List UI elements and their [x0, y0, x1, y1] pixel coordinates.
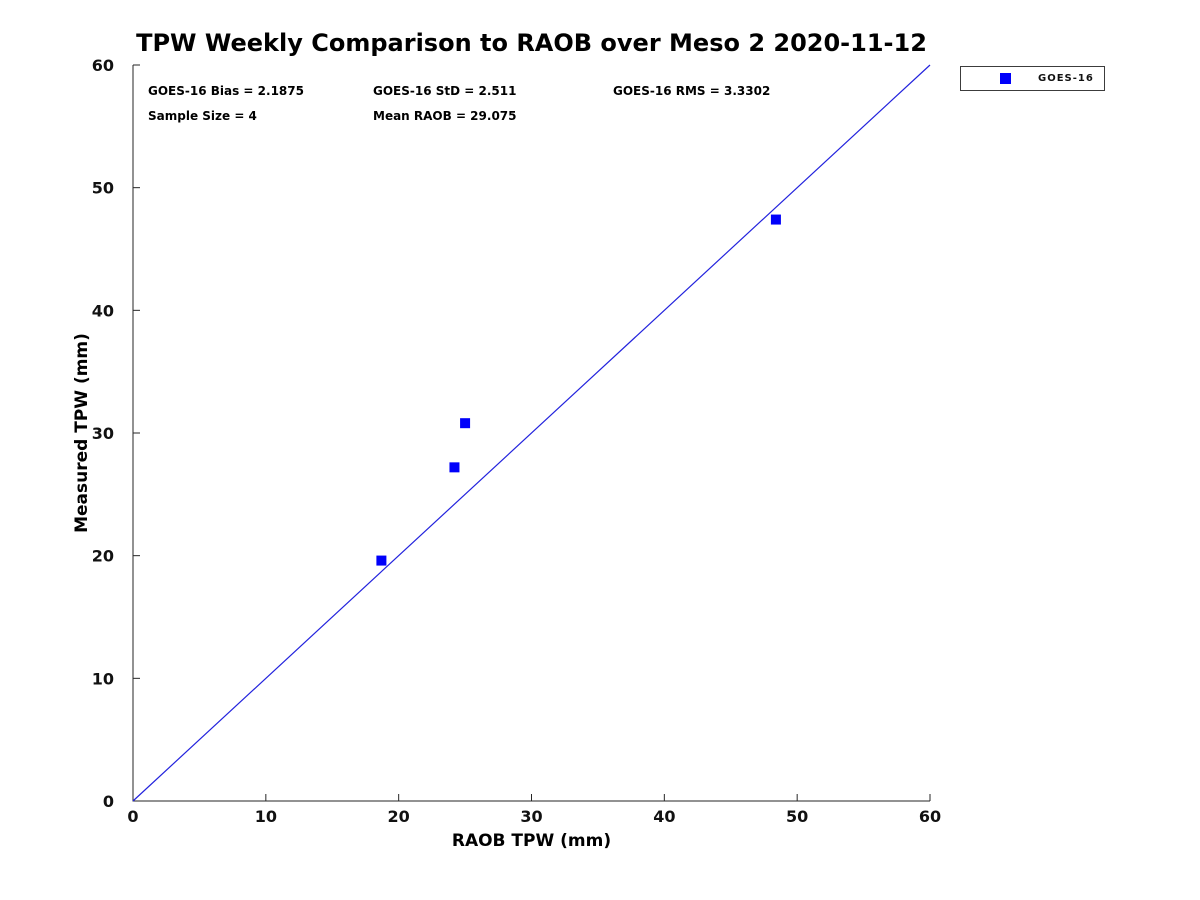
x-tick-label: 50 [786, 807, 808, 826]
x-axis-label: RAOB TPW (mm) [451, 831, 612, 851]
x-tick-label: 0 [127, 807, 138, 826]
stat-mean-raob: Mean RAOB = 29.075 [373, 109, 517, 123]
data-point-marker [460, 418, 471, 429]
x-tick-label: 30 [520, 807, 542, 826]
y-tick-label: 0 [103, 792, 114, 811]
x-tick-label: 20 [388, 807, 410, 826]
reference-line [132, 64, 931, 802]
data-point-marker [376, 555, 387, 566]
data-point-marker [449, 462, 460, 473]
stat-rms: GOES-16 RMS = 3.3302 [613, 84, 771, 98]
y-tick-label: 20 [92, 547, 114, 566]
data-point-marker [770, 214, 781, 225]
stat-sample-size: Sample Size = 4 [148, 109, 257, 123]
y-tick-label: 40 [92, 301, 114, 320]
y-tick-label: 60 [92, 56, 114, 75]
y-tick-label: 10 [92, 669, 114, 688]
y-tick-label: 50 [92, 179, 114, 198]
chart-title: TPW Weekly Comparison to RAOB over Meso … [136, 29, 927, 57]
legend-marker-square-icon [1000, 73, 1011, 84]
x-tick-label: 40 [653, 807, 675, 826]
x-tick-label: 10 [255, 807, 277, 826]
x-tick-label: 60 [919, 807, 941, 826]
y-tick-label: 30 [92, 424, 114, 443]
stat-std: GOES-16 StD = 2.511 [373, 84, 517, 98]
stat-bias: GOES-16 Bias = 2.1875 [148, 84, 304, 98]
legend-label: GOES-16 [1038, 73, 1094, 84]
legend-box: GOES-16 [960, 66, 1105, 91]
